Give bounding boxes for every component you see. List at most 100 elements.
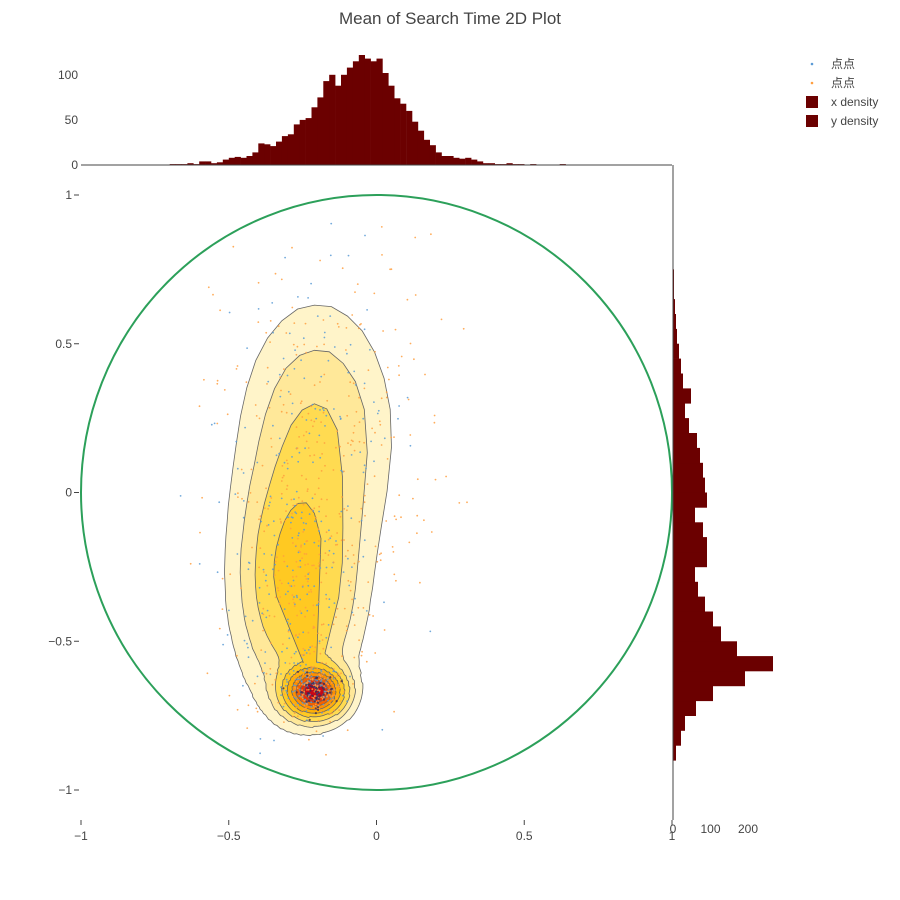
scatter-point — [310, 588, 312, 591]
scatter-point — [317, 603, 320, 606]
scatter-point — [313, 665, 315, 668]
scatter-point — [332, 677, 335, 680]
scatter-point — [267, 508, 269, 510]
scatter-point — [304, 447, 306, 450]
scatter-point — [279, 518, 282, 520]
scatter-point — [282, 705, 285, 708]
x-hist-bar — [435, 152, 442, 165]
scatter-point — [318, 505, 321, 508]
x-hist-bar — [211, 163, 218, 165]
scatter-point — [247, 501, 250, 503]
scatter-point — [258, 566, 260, 569]
scatter-point — [353, 656, 356, 659]
scatter-point — [311, 679, 314, 681]
x-hist-tick-label: 100 — [58, 68, 78, 82]
y-hist-bar — [673, 611, 713, 627]
scatter-point — [275, 672, 278, 675]
scatter-point — [246, 347, 249, 349]
scatter-point — [269, 341, 271, 343]
scatter-point — [319, 381, 321, 383]
scatter-point — [287, 697, 290, 700]
scatter-point — [293, 696, 296, 699]
scatter-point — [244, 426, 247, 429]
scatter-point — [393, 710, 395, 713]
scatter-point — [407, 398, 410, 401]
y-hist-bar — [673, 433, 697, 449]
legend-swatch-icon — [806, 96, 818, 108]
scatter-point — [466, 501, 468, 504]
unit-circle — [80, 194, 673, 791]
x-hist-bar — [412, 121, 419, 165]
scatter-point — [383, 629, 386, 631]
scatter-point — [226, 413, 229, 416]
scatter-point — [317, 689, 319, 691]
scatter-point — [315, 687, 319, 690]
legend-dot-icon — [810, 62, 814, 66]
scatter-point — [398, 405, 400, 407]
scatter-point — [382, 330, 384, 332]
scatter-point — [258, 602, 261, 604]
scatter-point — [302, 631, 305, 634]
scatter-point — [274, 563, 276, 566]
scatter-point — [297, 551, 300, 554]
scatter-point — [272, 520, 275, 523]
legend-item-label[interactable]: 点点 — [831, 76, 855, 90]
scatter-point — [320, 375, 323, 378]
scatter-point — [380, 397, 383, 400]
scatter-point — [288, 332, 291, 335]
x-hist-bar — [506, 163, 513, 165]
scatter-point — [322, 698, 326, 701]
scatter-point — [349, 581, 352, 583]
scatter-point — [286, 374, 289, 377]
scatter-point — [280, 694, 282, 696]
scatter-point — [321, 661, 323, 664]
scatter-point — [285, 332, 288, 334]
legend-item-label[interactable]: y density — [831, 114, 878, 128]
scatter-point — [298, 550, 300, 552]
scatter-point — [273, 574, 276, 576]
legend-item-label[interactable]: x density — [831, 95, 878, 109]
scatter-point — [392, 551, 395, 553]
scatter-point — [259, 515, 262, 518]
x-hist-bar — [447, 156, 454, 165]
x-hist-bar — [293, 124, 300, 165]
scatter-point — [300, 711, 303, 713]
scatter-point — [295, 353, 298, 356]
scatter-point — [299, 551, 302, 553]
scatter-point — [345, 349, 347, 351]
scatter-point — [311, 671, 314, 674]
scatter-point — [352, 683, 354, 685]
scatter-point — [342, 571, 345, 573]
scatter-point — [266, 609, 269, 612]
scatter-point — [242, 684, 244, 687]
scatter-point — [337, 672, 340, 675]
scatter-point — [333, 602, 336, 604]
scatter-point — [295, 426, 298, 428]
scatter-point — [256, 710, 259, 713]
scatter-point — [265, 574, 268, 577]
scatter-point — [303, 653, 305, 656]
scatter-point — [280, 497, 283, 500]
scatter-point — [296, 687, 299, 690]
scatter-point — [269, 667, 272, 670]
scatter-point — [325, 597, 328, 600]
legend-item-label[interactable]: 点点 — [831, 57, 855, 71]
scatter-point — [270, 446, 273, 448]
scatter-point — [462, 327, 465, 330]
scatter-point — [398, 494, 401, 497]
y-hist-bar — [673, 566, 695, 583]
scatter-point — [295, 447, 298, 450]
x-histogram-layer: 0 50 100 — [58, 55, 672, 172]
scatter-point — [315, 697, 318, 701]
scatter-point — [291, 594, 294, 597]
scatter-point — [313, 541, 316, 544]
scatter-point — [268, 593, 270, 595]
scatter-point — [337, 684, 340, 686]
scatter-point — [350, 454, 353, 456]
scatter-point — [295, 490, 298, 493]
scatter-point — [306, 674, 309, 677]
scatter-point — [234, 493, 237, 495]
x-hist-tick-label: 0 — [71, 158, 78, 172]
scatter-point — [363, 464, 366, 467]
